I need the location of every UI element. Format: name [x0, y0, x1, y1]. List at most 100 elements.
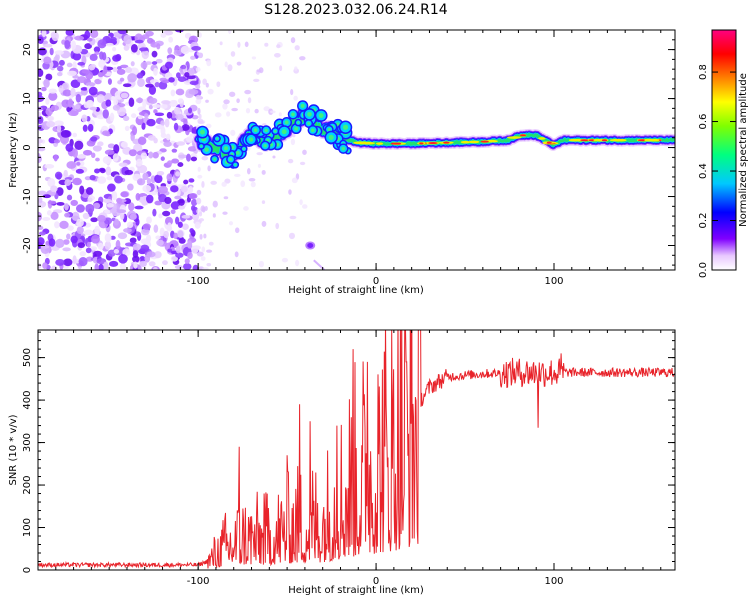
noise-speckle — [67, 98, 74, 108]
colorbar-tick-label: 0.8 — [698, 64, 709, 80]
noise-speckle — [167, 222, 172, 231]
carrier-blob — [223, 146, 229, 151]
noise-speckle — [190, 55, 196, 60]
carrier-blob — [274, 129, 277, 133]
noise-speckle — [214, 112, 222, 118]
carrier-blob — [216, 137, 219, 140]
noise-speckle — [187, 107, 193, 114]
noise-speckle — [272, 155, 276, 159]
noise-speckle — [87, 197, 93, 203]
noise-speckle — [54, 50, 65, 55]
noise-speckle — [188, 193, 198, 200]
noise-speckle — [87, 123, 94, 132]
noise-speckle — [159, 148, 167, 153]
noise-speckle — [196, 51, 200, 56]
noise-speckle — [146, 194, 154, 204]
noise-speckle — [95, 157, 100, 162]
snr-ytick-label: 400 — [22, 391, 33, 410]
noise-speckle — [206, 262, 212, 267]
noise-speckle — [148, 85, 157, 95]
colorbar-frame — [711, 29, 737, 271]
snr-ytick-label: 0 — [22, 567, 33, 573]
noise-speckle — [54, 221, 60, 229]
noise-speckle — [44, 164, 55, 169]
noise-speckle — [177, 98, 184, 104]
noise-speckle — [132, 125, 138, 136]
noise-speckle — [94, 51, 100, 56]
noise-speckle — [38, 111, 42, 117]
noise-speckle — [107, 143, 116, 149]
noise-speckle — [222, 211, 228, 215]
noise-speckle — [116, 209, 127, 214]
noise-speckle — [78, 256, 88, 267]
noise-speckle — [191, 205, 196, 212]
noise-speckle — [83, 229, 94, 236]
noise-speckle — [70, 235, 78, 244]
noise-speckle — [76, 204, 85, 213]
noise-speckle — [205, 123, 212, 129]
noise-speckle — [152, 267, 158, 270]
noise-speckle — [174, 30, 184, 33]
noise-speckle — [91, 234, 100, 244]
noise-speckle — [38, 196, 43, 204]
noise-speckle — [166, 111, 173, 119]
noise-speckle — [93, 46, 101, 53]
noise-speckle — [56, 124, 62, 133]
noise-speckle — [48, 88, 57, 94]
noise-speckle — [180, 64, 187, 70]
noise-speckle — [219, 41, 223, 46]
noise-speckle — [38, 68, 44, 77]
noise-speckle — [62, 89, 72, 97]
noise-speckle — [197, 166, 201, 172]
noise-speckle — [183, 118, 188, 126]
noise-speckle — [74, 35, 85, 41]
noise-speckle — [72, 132, 78, 138]
noise-speckle — [135, 97, 144, 104]
carrier-blob — [318, 113, 324, 118]
noise-speckle — [113, 144, 120, 154]
noise-speckle — [43, 43, 53, 48]
noise-speckle — [227, 30, 232, 34]
snr-series-line — [38, 330, 675, 569]
noise-speckle — [181, 124, 190, 131]
noise-speckle — [261, 220, 267, 227]
noise-speckle — [66, 161, 77, 169]
noise-speckle — [207, 88, 214, 95]
noise-speckle — [96, 258, 107, 265]
noise-speckle — [295, 259, 300, 267]
noise-speckle — [189, 228, 195, 234]
noise-speckle — [299, 199, 303, 206]
noise-speckle — [200, 256, 206, 261]
noise-speckle — [47, 200, 57, 205]
noise-speckle — [178, 205, 186, 210]
noise-speckle — [170, 209, 176, 215]
noise-speckle — [97, 39, 107, 49]
noise-speckle — [290, 37, 296, 44]
noise-speckle — [195, 66, 201, 73]
spectrogram-ytick-label: 10 — [22, 92, 33, 105]
carrier-hotspot — [644, 138, 653, 142]
carrier-hotspot — [519, 134, 527, 137]
noise-speckle — [161, 79, 170, 84]
noise-speckle — [139, 47, 149, 52]
noise-speckle — [50, 185, 58, 193]
noise-speckle — [133, 261, 138, 269]
noise-speckle — [42, 216, 51, 221]
noise-speckle — [153, 137, 158, 144]
noise-speckle — [290, 89, 294, 96]
noise-speckle — [75, 93, 82, 103]
noise-speckle — [142, 99, 147, 109]
noise-speckle — [118, 162, 128, 167]
noise-speckle — [261, 200, 266, 205]
noise-speckle — [273, 53, 281, 58]
noise-speckle — [108, 260, 119, 267]
noise-speckle — [160, 156, 165, 161]
carrier-blob — [229, 157, 233, 161]
noise-speckle — [104, 149, 115, 155]
noise-speckle — [158, 213, 163, 219]
noise-speckle — [164, 196, 172, 205]
noise-speckle — [175, 245, 181, 254]
carrier-hotspot — [568, 138, 579, 142]
noise-speckle — [49, 47, 54, 56]
